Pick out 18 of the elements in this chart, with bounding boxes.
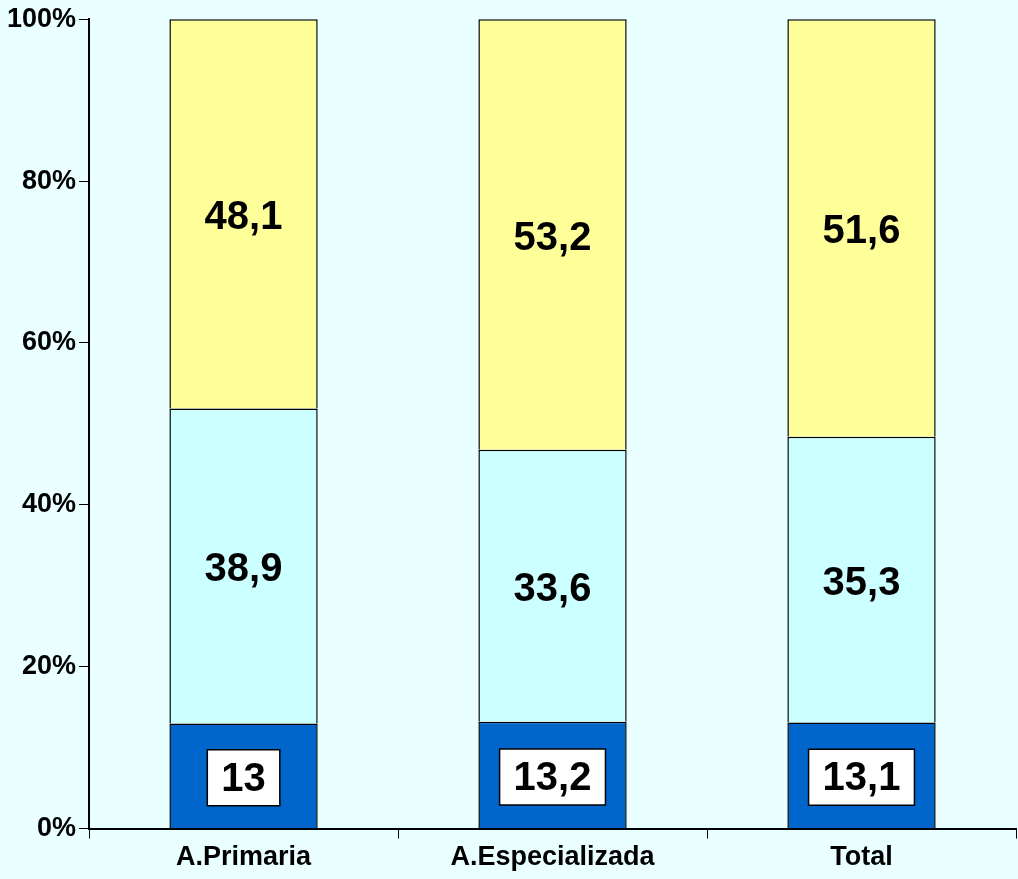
data-label: 53,2 (513, 213, 592, 258)
y-tick-label: 0% (37, 812, 77, 843)
x-tick-label: A.Especializada (450, 841, 656, 872)
y-tick-label: 20% (22, 650, 77, 681)
data-label: 13,1 (822, 754, 901, 799)
data-label: 33,6 (513, 564, 592, 609)
data-label: 13 (221, 754, 266, 799)
data-label: 48,1 (204, 192, 283, 237)
data-label: 38,9 (204, 544, 283, 589)
data-label: 13,2 (513, 753, 592, 798)
y-tick-label: 60% (22, 326, 77, 357)
y-tick-label: 80% (22, 164, 77, 195)
x-tick-label: Total (830, 841, 893, 872)
y-tick-label: 40% (22, 488, 77, 519)
data-label: 35,3 (822, 558, 901, 603)
y-tick-label: 100% (6, 2, 77, 33)
data-label: 51,6 (822, 207, 901, 252)
x-tick-label: A.Primaria (176, 841, 313, 872)
